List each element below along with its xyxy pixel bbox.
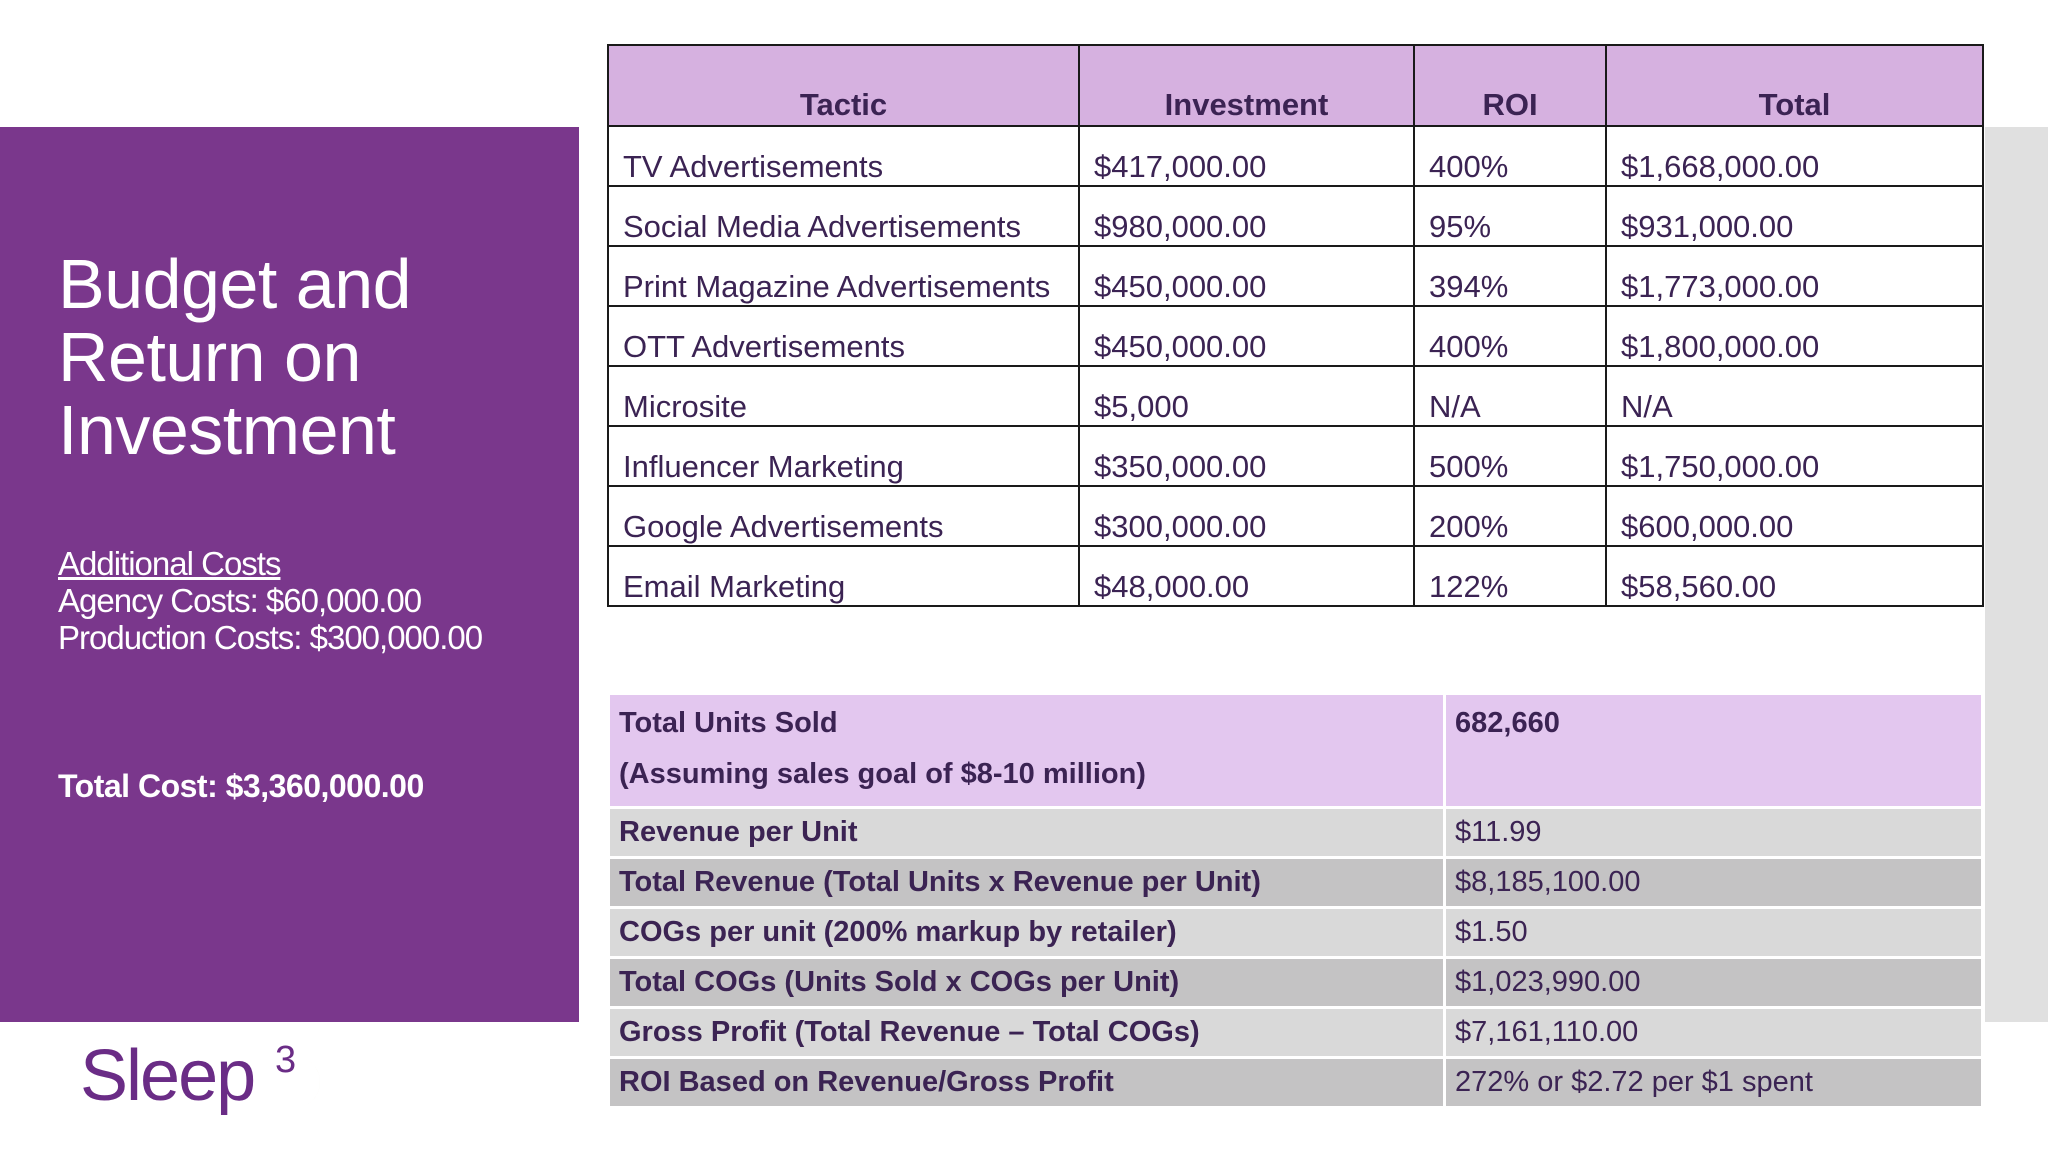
table-row: TV Advertisements $417,000.00 400% $1,66… <box>607 125 1984 187</box>
logo-superscript: 3 <box>275 1039 296 1081</box>
cell-tactic: Social Media Advertisements <box>607 185 1080 247</box>
summary-value: $1,023,990.00 <box>1443 956 1984 1009</box>
table-row: Social Media Advertisements $980,000.00 … <box>607 185 1984 247</box>
summary-row: Gross Profit (Total Revenue – Total COGs… <box>607 1006 1984 1059</box>
cell-total: $1,750,000.00 <box>1605 425 1984 487</box>
cell-tactic: Google Advertisements <box>607 485 1080 547</box>
slide-title-line: Investment <box>58 391 396 469</box>
cell-tactic: Print Magazine Advertisements <box>607 245 1080 307</box>
summary-row: Total Revenue (Total Units x Revenue per… <box>607 856 1984 909</box>
cell-roi: 400% <box>1413 305 1607 367</box>
column-header-investment: Investment <box>1078 44 1415 127</box>
cell-roi: 200% <box>1413 485 1607 547</box>
cell-roi: 394% <box>1413 245 1607 307</box>
summary-row-units-sold: Total Units Sold (Assuming sales goal of… <box>607 692 1984 809</box>
summary-row: Total COGs (Units Sold x COGs per Unit) … <box>607 956 1984 1009</box>
summary-table: Total Units Sold (Assuming sales goal of… <box>607 692 1984 1109</box>
cell-investment: $417,000.00 <box>1078 125 1415 187</box>
summary-value: 272% or $2.72 per $1 spent <box>1443 1056 1984 1109</box>
summary-row: ROI Based on Revenue/Gross Profit 272% o… <box>607 1056 1984 1109</box>
cell-tactic: Microsite <box>607 365 1080 427</box>
right-decor-strip <box>1985 127 2048 1022</box>
cell-investment: $450,000.00 <box>1078 245 1415 307</box>
logo-wordmark: Sleep <box>80 1038 254 1116</box>
units-sold-sublabel: (Assuming sales goal of $8-10 million) <box>619 758 1146 790</box>
cell-investment: $450,000.00 <box>1078 305 1415 367</box>
summary-label: Total COGs (Units Sold x COGs per Unit) <box>607 956 1446 1009</box>
table-row: Print Magazine Advertisements $450,000.0… <box>607 245 1984 307</box>
slide-title-line: Budget and <box>58 245 412 323</box>
table-row: Google Advertisements $300,000.00 200% $… <box>607 485 1984 547</box>
summary-value: $11.99 <box>1443 806 1984 859</box>
agency-costs: Agency Costs: $60,000.00 <box>58 582 422 619</box>
additional-costs: Additional Costs Agency Costs: $60,000.0… <box>58 545 483 656</box>
cell-roi: 500% <box>1413 425 1607 487</box>
sleep3-logo: Sleep 3 <box>80 1038 340 1128</box>
cell-total: $600,000.00 <box>1605 485 1984 547</box>
summary-label: Revenue per Unit <box>607 806 1446 859</box>
column-header-tactic: Tactic <box>607 44 1080 127</box>
cell-roi: 95% <box>1413 185 1607 247</box>
total-cost: Total Cost: $3,360,000.00 <box>58 768 424 804</box>
summary-value: 682,660 <box>1443 692 1984 809</box>
summary-value: $7,161,110.00 <box>1443 1006 1984 1059</box>
cell-investment: $5,000 <box>1078 365 1415 427</box>
cell-tactic: Email Marketing <box>607 545 1080 607</box>
summary-label: Total Revenue (Total Units x Revenue per… <box>607 856 1446 909</box>
summary-label: ROI Based on Revenue/Gross Profit <box>607 1056 1446 1109</box>
summary-value: $8,185,100.00 <box>1443 856 1984 909</box>
cell-tactic: OTT Advertisements <box>607 305 1080 367</box>
additional-costs-heading: Additional Costs <box>58 545 281 582</box>
sleep3-logo-mark: Sleep 3 <box>80 1038 321 1116</box>
tactic-table: Tactic Investment ROI Total TV Advertise… <box>607 44 1984 607</box>
title-panel <box>0 127 579 1022</box>
summary-value: $1.50 <box>1443 906 1984 959</box>
cell-total: $1,773,000.00 <box>1605 245 1984 307</box>
summary-row: COGs per unit (200% markup by retailer) … <box>607 906 1984 959</box>
summary-row: Revenue per Unit $11.99 <box>607 806 1984 859</box>
cell-total: $58,560.00 <box>1605 545 1984 607</box>
cell-roi: 400% <box>1413 125 1607 187</box>
slide-title-line: Return on <box>58 318 361 396</box>
column-header-total: Total <box>1605 44 1984 127</box>
cell-roi: N/A <box>1413 365 1607 427</box>
tactic-table-header-row: Tactic Investment ROI Total <box>607 44 1984 127</box>
cell-total: $1,668,000.00 <box>1605 125 1984 187</box>
moon-icon <box>294 1056 321 1108</box>
summary-label: Total Units Sold (Assuming sales goal of… <box>607 692 1446 809</box>
column-header-roi: ROI <box>1413 44 1607 127</box>
summary-label: Gross Profit (Total Revenue – Total COGs… <box>607 1006 1446 1059</box>
cell-tactic: TV Advertisements <box>607 125 1080 187</box>
cell-tactic: Influencer Marketing <box>607 425 1080 487</box>
cell-total: $1,800,000.00 <box>1605 305 1984 367</box>
cell-investment: $350,000.00 <box>1078 425 1415 487</box>
cell-roi: 122% <box>1413 545 1607 607</box>
table-row: OTT Advertisements $450,000.00 400% $1,8… <box>607 305 1984 367</box>
table-row: Microsite $5,000 N/A N/A <box>607 365 1984 427</box>
table-row: Email Marketing $48,000.00 122% $58,560.… <box>607 545 1984 607</box>
summary-label: COGs per unit (200% markup by retailer) <box>607 906 1446 959</box>
production-costs: Production Costs: $300,000.00 <box>58 619 483 656</box>
table-row: Influencer Marketing $350,000.00 500% $1… <box>607 425 1984 487</box>
cell-investment: $980,000.00 <box>1078 185 1415 247</box>
cell-total: N/A <box>1605 365 1984 427</box>
units-sold-label: Total Units Sold <box>619 707 838 739</box>
slide-title: Budget and Return on Investment <box>58 245 412 469</box>
cell-investment: $300,000.00 <box>1078 485 1415 547</box>
cell-total: $931,000.00 <box>1605 185 1984 247</box>
cell-investment: $48,000.00 <box>1078 545 1415 607</box>
